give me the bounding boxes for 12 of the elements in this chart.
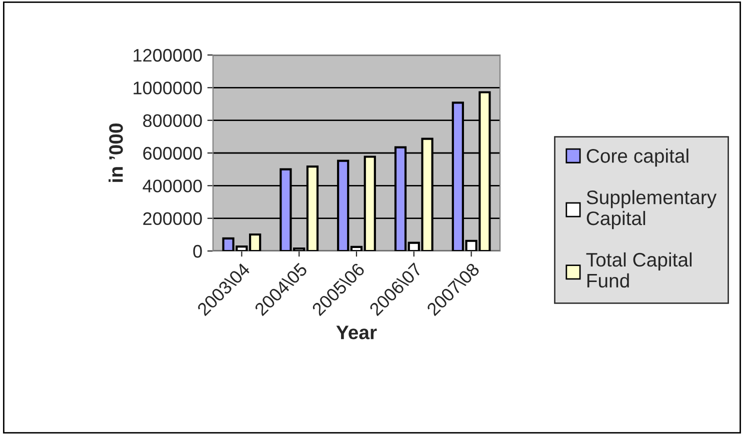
y-tick-label: 1200000 [134, 48, 202, 62]
y-tick-label: 1000000 [134, 82, 202, 94]
y-tick-label: 200000 [143, 212, 202, 226]
y-tick-label: 600000 [143, 146, 202, 160]
y-tick-label: 400000 [142, 180, 202, 192]
y-tick-label: 0 [193, 244, 202, 258]
y-tick-label: 800000 [143, 114, 202, 128]
x-axis-title: Year [336, 326, 377, 340]
legend-label: Core capital [586, 148, 688, 167]
y-axis-title: in ’000 [108, 124, 123, 182]
legend-label: Total Capital Fund [586, 252, 692, 288]
legend-label: Supplementary Capital [586, 190, 717, 230]
